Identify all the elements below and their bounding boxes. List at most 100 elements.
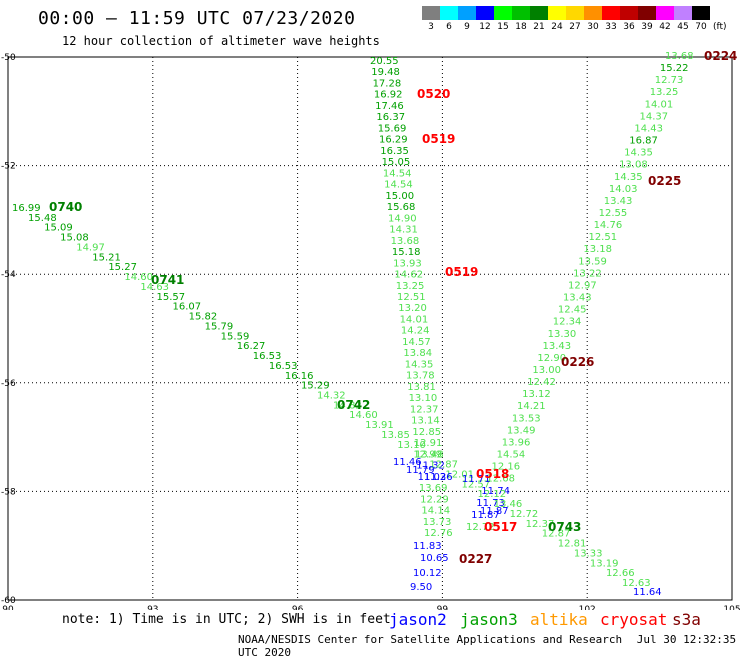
color-scale-label: 39 xyxy=(641,22,653,32)
pass-label: 0518 xyxy=(476,467,509,481)
color-scale-cell: 12 xyxy=(476,6,494,32)
swh-value: 11.36 xyxy=(424,472,453,483)
color-scale-cell: 21 xyxy=(530,6,548,32)
swh-value: 12.63 xyxy=(622,578,651,589)
swh-value: 14.97 xyxy=(76,242,105,253)
color-scale-label: 12 xyxy=(479,22,491,32)
color-scale-cell: 18 xyxy=(512,6,530,32)
swh-value: 13.93 xyxy=(393,258,422,269)
swh-value: 13.46 xyxy=(494,499,523,510)
pass-label: 0226 xyxy=(561,355,594,369)
y-tick-label: -58 xyxy=(1,487,16,497)
swh-value: 14.37 xyxy=(639,111,668,122)
swh-value: 14.60 xyxy=(124,272,153,283)
swh-value: 12.97 xyxy=(568,280,597,291)
color-scale-swatch xyxy=(440,6,458,20)
swh-value: 13.68 xyxy=(665,51,694,62)
color-scale-cell: 36 xyxy=(620,6,638,32)
y-tick-label: -54 xyxy=(1,270,16,280)
swh-value: 15.27 xyxy=(108,262,137,273)
swh-value: 14.35 xyxy=(405,359,434,370)
swh-value: 12.51 xyxy=(588,232,617,243)
swh-value: 12.91 xyxy=(414,438,443,449)
legend-s3a: s3a xyxy=(672,610,701,629)
swh-value: 16.87 xyxy=(629,136,658,147)
swh-value: 13.69 xyxy=(419,483,448,494)
swh-value: 13.25 xyxy=(650,87,679,98)
color-scale-cell: 6 xyxy=(440,6,458,32)
swh-value: 13.68 xyxy=(391,236,420,247)
pass-label: 0741 xyxy=(151,273,184,287)
swh-value: 16.37 xyxy=(376,112,405,123)
swh-value: 15.59 xyxy=(221,331,250,342)
swh-value: 10.65 xyxy=(420,553,449,564)
pass-label: 0740 xyxy=(49,200,82,214)
swh-value: 14.90 xyxy=(388,213,417,224)
swh-value: 11.79 xyxy=(406,465,435,476)
swh-value: 12.16 xyxy=(492,462,521,473)
color-scale-swatch xyxy=(476,6,494,20)
color-scale-label: 27 xyxy=(569,22,581,32)
color-scale-swatch xyxy=(620,6,638,20)
swh-value: 14.54 xyxy=(383,168,412,179)
swh-value: 14.35 xyxy=(614,172,643,183)
swh-value: 14.76 xyxy=(594,220,623,231)
pass-label: 0520 xyxy=(417,87,450,101)
swh-value: 14.01 xyxy=(645,99,674,110)
color-scale-label: 70 xyxy=(695,22,707,32)
swh-value: 20.55 xyxy=(370,56,399,67)
color-scale-cell: 45 xyxy=(674,6,692,32)
swh-value: 16.07 xyxy=(173,302,202,313)
swh-value: 15.22 xyxy=(660,63,689,74)
color-scale-cell: 39 xyxy=(638,6,656,32)
swh-value: 17.46 xyxy=(375,101,404,112)
x-tick-label: 96 xyxy=(292,605,304,610)
color-scale-swatch xyxy=(530,6,548,20)
swh-value: 10.12 xyxy=(413,568,442,579)
x-tick-label: 99 xyxy=(437,605,449,610)
legend-jason3: jason3 xyxy=(460,610,518,629)
x-tick-label: 102 xyxy=(579,605,596,610)
swh-value: 12.37 xyxy=(526,519,555,530)
color-scale-cell: 30 xyxy=(584,6,602,32)
map-frame xyxy=(7,56,733,601)
color-scale-swatch xyxy=(638,6,656,20)
swh-value: 13.73 xyxy=(423,517,452,528)
swh-value: 13.00 xyxy=(532,365,561,376)
swh-value: 12.87 xyxy=(429,460,458,471)
swh-value: 14.60 xyxy=(349,410,378,421)
color-scale-swatch xyxy=(584,6,602,20)
swh-value: 12.81 xyxy=(558,539,587,550)
pass-label: 0224 xyxy=(704,49,737,63)
swh-value: 13.78 xyxy=(406,371,435,382)
color-scale-label: 21 xyxy=(533,22,545,32)
swh-value: 15.09 xyxy=(44,223,73,234)
swh-value: 14.35 xyxy=(624,148,653,159)
swh-value: 13.59 xyxy=(578,256,607,267)
swh-value: 15.68 xyxy=(387,202,416,213)
color-scale-unit: (ft) xyxy=(713,22,727,32)
pass-label: 0225 xyxy=(648,174,681,188)
swh-value: 16.35 xyxy=(380,146,409,157)
swh-value: 15.48 xyxy=(28,213,57,224)
credit-line: NOAA/NESDIS Center for Satellite Applica… xyxy=(238,633,740,659)
swh-value: 13.10 xyxy=(397,440,426,451)
swh-value: 14.32 xyxy=(317,391,346,402)
swh-value: 14.62 xyxy=(394,270,423,281)
color-scale-swatch xyxy=(512,6,530,20)
swh-value: 11.64 xyxy=(633,587,662,598)
swh-value: 15.69 xyxy=(378,123,407,134)
color-scale-label: 42 xyxy=(659,22,671,32)
swh-value: 12.57 xyxy=(461,479,490,490)
swh-value: 12.85 xyxy=(412,427,441,438)
swh-value: 16.99 xyxy=(12,203,41,214)
swh-value: 11.71 xyxy=(462,474,491,485)
swh-value: 13.20 xyxy=(398,303,427,314)
swh-value: 15.18 xyxy=(392,247,421,258)
color-scale-label: 15 xyxy=(497,22,509,32)
swh-value: 14.43 xyxy=(634,123,663,134)
color-scale-cell: 33 xyxy=(602,6,620,32)
swh-value: 13.84 xyxy=(403,348,432,359)
swh-value: 13.96 xyxy=(502,437,531,448)
pass-label: 0519 xyxy=(422,132,455,146)
